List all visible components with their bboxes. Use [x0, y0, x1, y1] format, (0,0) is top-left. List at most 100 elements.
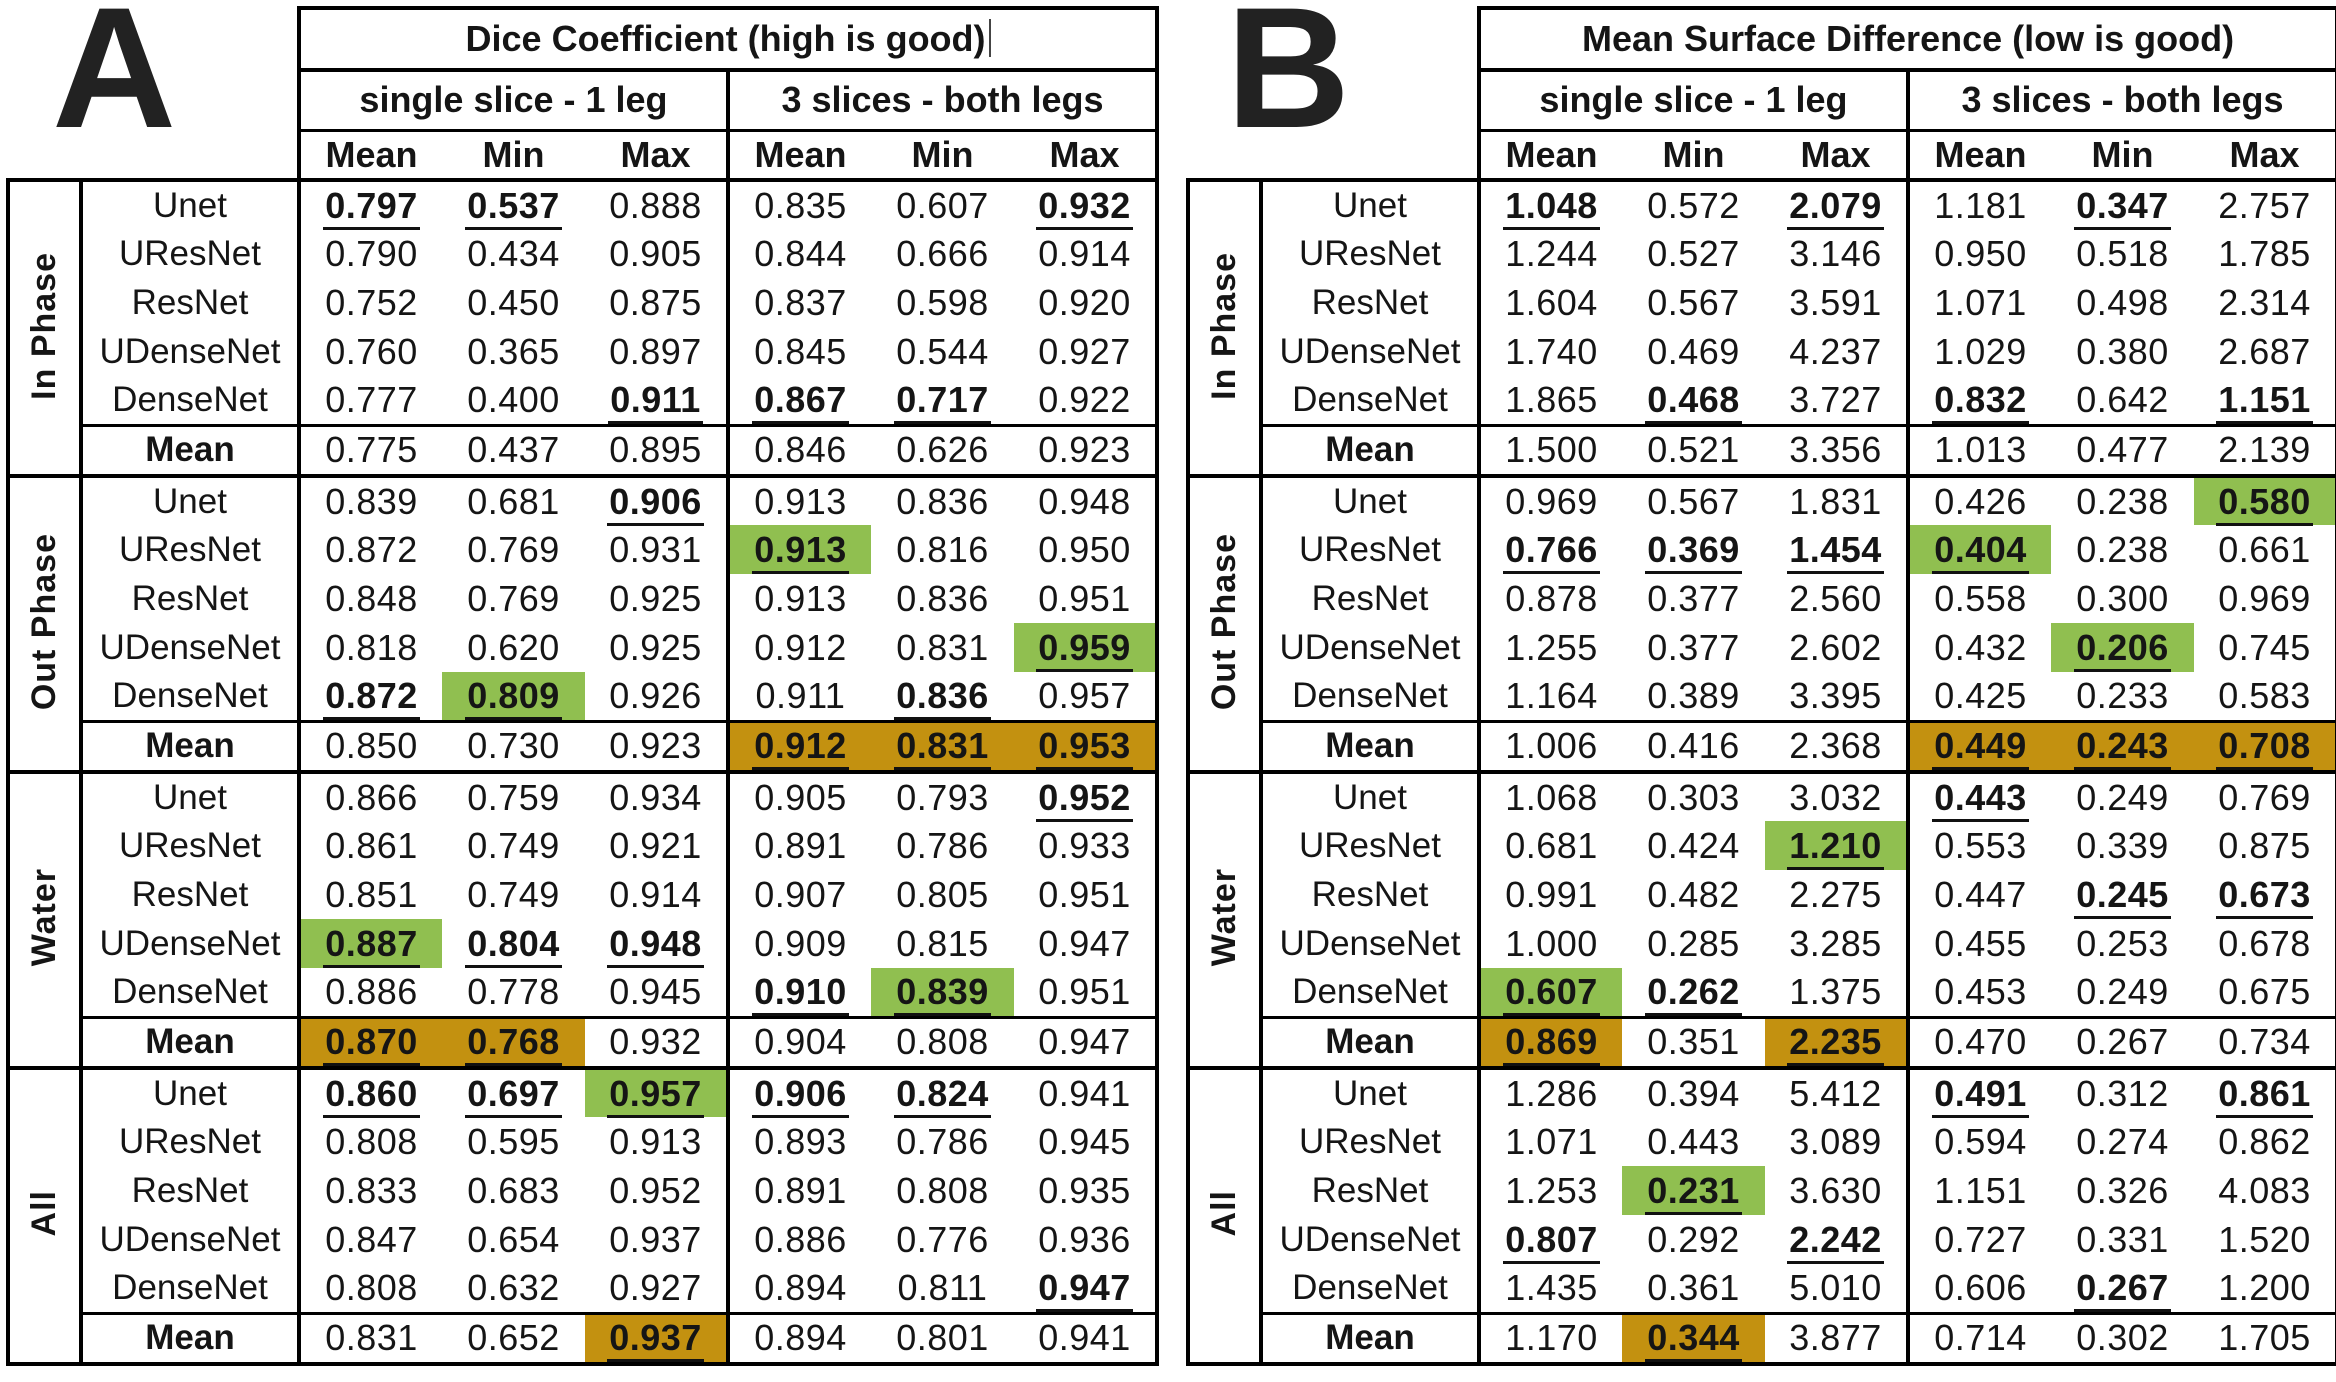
value-cell: 1.500	[1477, 423, 1622, 476]
value-cell: 0.786	[896, 824, 989, 866]
model-label: UDenseNet	[1279, 627, 1461, 667]
mean-row-label: Mean	[81, 423, 299, 476]
value-cell: 0.886	[297, 968, 442, 1017]
column-header-mean: Mean	[297, 130, 442, 182]
column-header-mean: Mean	[726, 130, 871, 182]
value-cell: 0.815	[896, 922, 989, 964]
value-cell: 0.913	[726, 476, 871, 525]
model-label: DenseNet	[112, 971, 268, 1011]
value-cell: 0.249	[2076, 970, 2169, 1012]
model-label: DenseNet	[112, 1267, 268, 1307]
value-cell: 1.071	[1477, 1117, 1622, 1166]
table-row: DenseNet 0.886 0.778 0.945 0.910 0.839 0.951	[8, 968, 1160, 1017]
value-cell: 0.862	[2194, 1117, 2336, 1166]
value-cell: 0.839	[297, 476, 442, 525]
value-cell: 0.948	[585, 919, 728, 968]
value-cell-mean-highlight: 0.449	[1906, 719, 2051, 772]
value-cell-mean-highlight: 0.708	[2194, 719, 2336, 772]
table-row: UDenseNet 1.255 0.377 2.602 0.432 0.206 0.745	[1188, 623, 2336, 672]
column-header-min: Min	[2051, 130, 2194, 182]
value-cell: 2.560	[1789, 577, 1882, 619]
value-cell: 0.861	[297, 821, 442, 870]
mean-row: Mean 0.869 0.351 2.235 0.470 0.267 0.734	[1188, 1015, 2336, 1068]
mean-row: Mean 0.870 0.768 0.932 0.904 0.808 0.947	[8, 1015, 1160, 1068]
table-row: DenseNet 1.164 0.389 3.395 0.425 0.233 0.583	[1188, 672, 2336, 721]
value-cell: 0.872	[297, 672, 442, 721]
model-label: Unet	[153, 185, 227, 225]
column-header-min: Min	[1622, 130, 1765, 182]
value-cell: 0.848	[297, 574, 442, 623]
model-label: UDenseNet	[99, 1219, 281, 1259]
value-cell: 0.714	[1906, 1311, 2051, 1364]
table-row: UResNet 0.681 0.424 1.210 0.553 0.339 0.875	[1188, 821, 2336, 870]
value-cell: 0.861	[2194, 1068, 2336, 1118]
value-cell: 0.377	[1647, 577, 1740, 619]
table-row: In Phase Unet 1.048 0.572 2.079 1.181 0.347 2.7…	[1186, 180, 2336, 476]
value-cell: 0.905	[609, 232, 702, 274]
value-cell: 0.652	[442, 1311, 585, 1364]
table-title: Dice Coefficient (high is good)	[296, 6, 1160, 72]
value-cell-best-highlight: 0.206	[2051, 623, 2194, 672]
table-row: ResNet 0.991 0.482 2.275 0.447 0.245 0.673	[1188, 870, 2336, 919]
table-section: Water Unet 0.866 0.759 0.934 0.905 0.793 0.952 U…	[6, 772, 1160, 1068]
value-cell: 0.775	[297, 423, 442, 476]
value-cell: 0.847	[297, 1215, 442, 1264]
value-cell: 1.831	[1789, 480, 1882, 522]
value-cell: 0.351	[1622, 1015, 1765, 1068]
value-cell: 0.941	[1014, 1068, 1160, 1117]
value-cell: 0.394	[1647, 1072, 1740, 1114]
value-cell: 0.845	[726, 327, 871, 376]
value-cell: 0.544	[896, 330, 989, 372]
table-row: UDenseNet 0.760 0.365 0.897 0.845 0.544 0.927	[8, 327, 1160, 376]
value-cell: 0.935	[1014, 1166, 1160, 1215]
value-cell: 0.811	[897, 1266, 988, 1308]
value-cell: 0.326	[2076, 1169, 2169, 1211]
value-cell: 0.675	[2194, 968, 2336, 1017]
value-cell: 0.267	[2051, 1264, 2194, 1313]
value-cell: 1.286	[1477, 1068, 1622, 1117]
value-cell: 0.932	[1014, 180, 1160, 230]
value-cell: 0.482	[1647, 873, 1740, 915]
value-cell: 0.947	[1014, 919, 1160, 968]
value-cell: 0.925	[609, 626, 702, 668]
value-cell: 0.836	[896, 577, 989, 619]
table-section: All Unet 1.286 0.394 5.412 0.491 0.312 0.861 URe…	[1186, 1068, 2336, 1364]
model-label: UDenseNet	[99, 627, 281, 667]
panel-mean-surface-difference: B Mean Surface Difference (low is good) …	[1186, 0, 2336, 1366]
model-label: ResNet	[131, 1170, 249, 1210]
value-cell-mean-highlight: 0.831	[871, 719, 1014, 772]
model-label: UDenseNet	[1279, 1219, 1461, 1259]
value-cell: 0.888	[609, 184, 702, 226]
value-cell: 0.969	[2194, 574, 2336, 623]
value-cell: 0.455	[1906, 919, 2051, 968]
table-row: All Unet 1.286 0.394 5.412 0.491 0.312 0.861	[1186, 1068, 2336, 1364]
section-label: Out Phase	[1186, 476, 1263, 772]
value-cell: 0.666	[896, 232, 989, 274]
mean-row-label: Mean	[81, 719, 299, 772]
model-label: UResNet	[1299, 825, 1441, 865]
value-cell: 0.583	[2194, 672, 2336, 721]
value-cell: 3.032	[1789, 776, 1882, 818]
value-cell: 0.895	[585, 423, 728, 476]
value-cell: 0.947	[1014, 1264, 1160, 1313]
value-cell: 0.897	[609, 330, 702, 372]
value-cell-mean-highlight: 2.235	[1765, 1015, 1908, 1068]
column-header-mean: Mean	[1906, 130, 2051, 182]
value-cell: 0.267	[2051, 1015, 2194, 1068]
table-section: Out Phase Unet 0.839 0.681 0.906 0.913 0.836 0.…	[6, 476, 1160, 772]
model-label: UResNet	[1299, 529, 1441, 569]
value-cell: 0.432	[1906, 623, 2051, 672]
panel-letter-b: B	[1226, 0, 1350, 164]
value-cell: 0.642	[2076, 378, 2169, 420]
mean-row-label: Mean	[1261, 1015, 1479, 1068]
value-cell: 0.249	[2076, 776, 2169, 818]
table-row: UDenseNet 0.818 0.620 0.925 0.912 0.831 0.959	[8, 623, 1160, 672]
table-row: ResNet 1.604 0.567 3.591 1.071 0.498 2.314	[1188, 278, 2336, 327]
value-cell: 0.469	[1647, 330, 1740, 372]
value-cell: 1.244	[1477, 229, 1622, 278]
value-cell-best-highlight: 0.957	[585, 1068, 728, 1118]
value-cell: 3.630	[1789, 1169, 1882, 1211]
value-cell: 0.470	[1906, 1015, 2051, 1068]
section-label: Water	[1186, 772, 1263, 1068]
value-cell: 0.804	[442, 919, 585, 968]
